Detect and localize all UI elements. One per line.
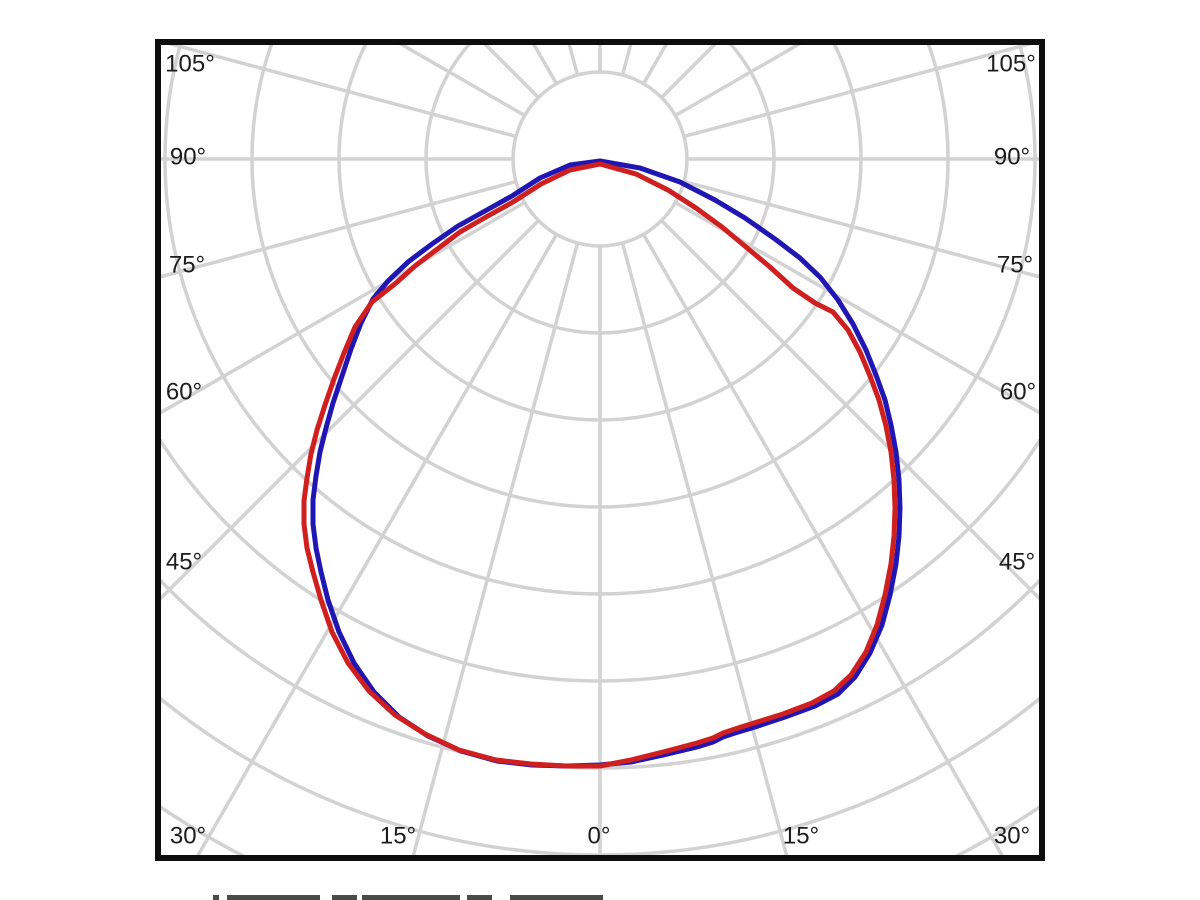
angle-label: 90° <box>994 144 1030 171</box>
cropped-caption-segment <box>362 895 460 900</box>
grid-spoke <box>567 45 580 76</box>
grid-spoke <box>674 45 801 118</box>
angle-label: 30° <box>994 823 1030 850</box>
grid-spoke <box>641 233 1004 855</box>
angle-label: 45° <box>166 549 202 576</box>
cropped-caption-segment <box>227 895 320 900</box>
grid-spoke <box>161 179 517 279</box>
red-curve <box>301 161 898 769</box>
angle-label: 75° <box>997 252 1033 279</box>
grid-spoke <box>399 45 526 118</box>
angle-label: 60° <box>1000 379 1036 406</box>
grid-spoke <box>167 45 517 139</box>
grid-spoke <box>683 179 1039 279</box>
angle-label: 105° <box>165 51 215 78</box>
angle-label: 0° <box>588 823 611 850</box>
cropped-caption-segment <box>213 895 219 900</box>
grid-spoke <box>411 242 580 855</box>
cropped-caption-segment <box>510 895 603 900</box>
angle-label: 45° <box>999 549 1035 576</box>
angle-label: 30° <box>170 823 206 850</box>
angle-label: 105° <box>986 51 1036 78</box>
grid-spoke <box>620 45 633 76</box>
angle-label: 75° <box>169 252 205 279</box>
angle-label: 60° <box>166 379 202 406</box>
cropped-caption-segment <box>332 895 357 900</box>
blue-curve <box>310 158 903 769</box>
cropped-caption-strip <box>213 895 603 900</box>
angle-label: 90° <box>170 144 206 171</box>
grid-spoke <box>683 45 1033 139</box>
plot-border <box>155 39 1045 861</box>
grid-spoke <box>161 219 540 601</box>
curves-layer <box>301 158 903 769</box>
grid-spoke <box>620 242 789 855</box>
grid-spoke <box>660 219 1039 601</box>
grid-spoke <box>674 200 1039 415</box>
cropped-caption-segment <box>467 895 492 900</box>
angle-labels: 105° 90° 75° 60° 45° 105° 90° 75° 60° 45° 30° 15° 0°… <box>165 51 1036 850</box>
angle-label: 15° <box>783 823 819 850</box>
angle-label: 15° <box>380 823 416 850</box>
